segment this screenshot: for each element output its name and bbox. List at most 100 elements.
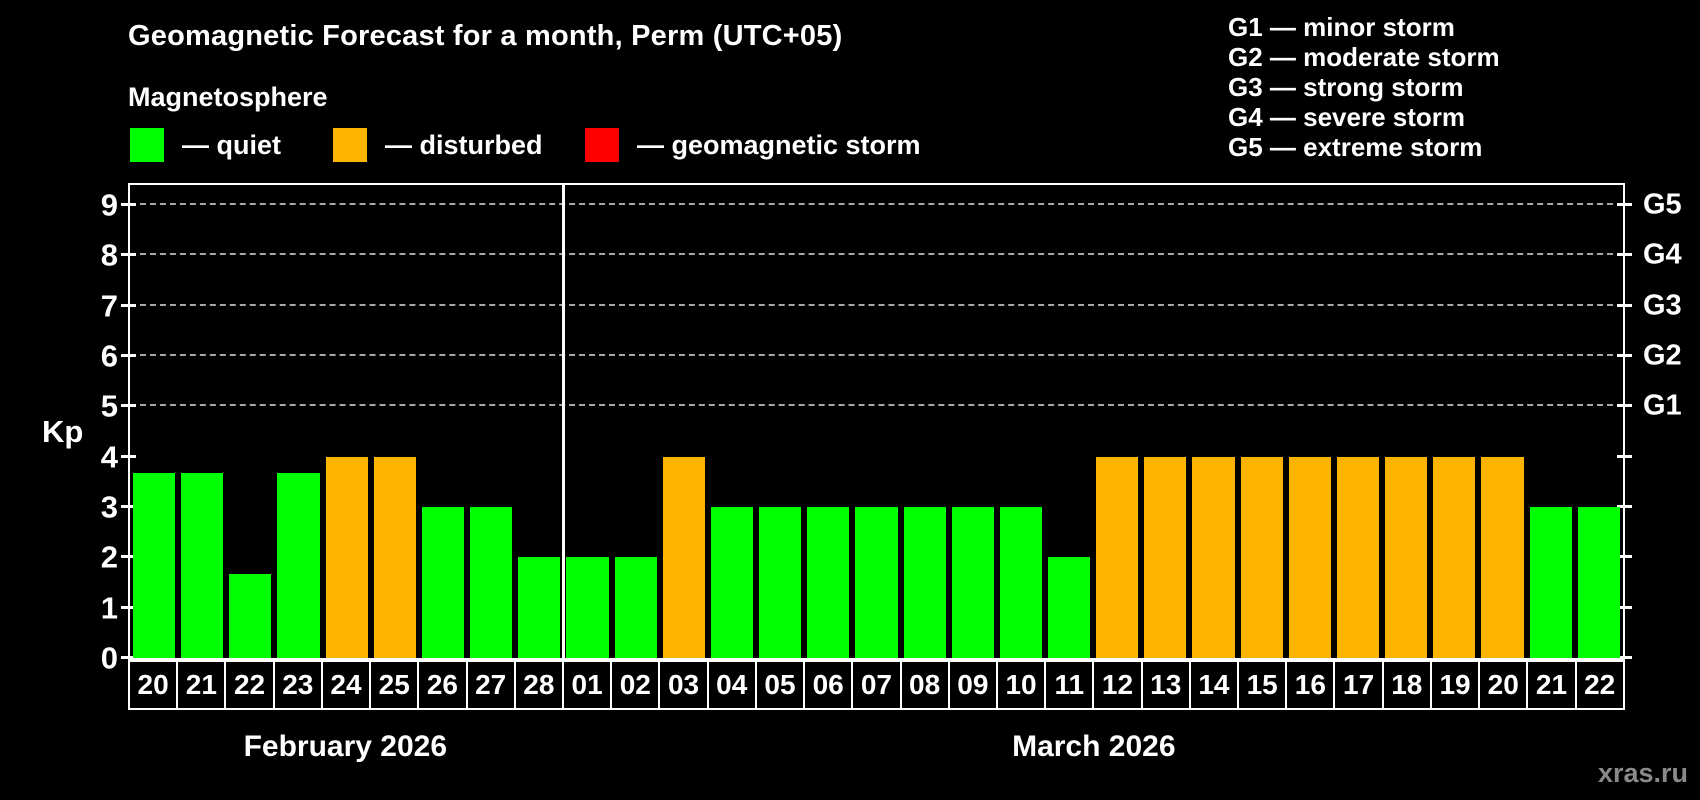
kp-tick-1-t-left bbox=[121, 605, 136, 609]
bar-column-day-06 bbox=[804, 185, 852, 658]
legend-item-disturbed: — disturbed bbox=[333, 128, 543, 162]
kp-tick-3-t-right bbox=[1617, 505, 1632, 509]
kp-tick-7-t-left bbox=[121, 303, 136, 307]
g-scale-label-g2: G2 bbox=[1643, 339, 1682, 372]
kp-tick-0-t-right bbox=[1617, 656, 1632, 659]
day-label: 14 bbox=[1188, 660, 1240, 710]
kp-tick-8-t-right bbox=[1617, 253, 1632, 257]
bar-column-day-13 bbox=[1141, 185, 1189, 658]
storm-scale-line-g1: G1 — minor storm bbox=[1228, 12, 1455, 42]
g-scale-label-g4: G4 bbox=[1643, 238, 1682, 271]
kp-bar bbox=[1481, 456, 1524, 658]
legend-label-quiet: — quiet bbox=[182, 129, 281, 160]
storm-scale-line-g3: G3 — strong storm bbox=[1228, 72, 1464, 102]
bar-column-day-14 bbox=[1189, 185, 1237, 658]
kp-bar bbox=[855, 507, 898, 658]
bars-container bbox=[130, 185, 1623, 658]
kp-tick-label-8: 8 bbox=[100, 237, 118, 273]
bar-column-day-10 bbox=[997, 185, 1045, 658]
bar-column-day-26 bbox=[419, 185, 467, 658]
bar-column-day-19 bbox=[1430, 185, 1478, 658]
day-label: 26 bbox=[417, 660, 468, 710]
kp-bar bbox=[1288, 456, 1331, 658]
kp-bar bbox=[1577, 507, 1620, 658]
kp-tick-1-t-right bbox=[1617, 605, 1632, 609]
day-label: 17 bbox=[1333, 660, 1384, 710]
bar-column-day-20 bbox=[130, 185, 178, 658]
magnetosphere-label: Magnetosphere bbox=[128, 82, 328, 112]
kp-tick-3-t-left bbox=[121, 505, 136, 509]
bar-column-day-25 bbox=[371, 185, 419, 658]
kp-bar bbox=[229, 573, 272, 658]
kp-tick-9-t-left bbox=[121, 203, 136, 207]
kp-bar bbox=[181, 473, 224, 658]
watermark: xras.ru bbox=[1597, 758, 1688, 788]
kp-tick-8-t-left bbox=[121, 253, 136, 257]
kp-bar bbox=[662, 456, 705, 658]
legend-item-geomagnetic-storm: — geomagnetic storm bbox=[585, 128, 921, 162]
kp-tick-4-t-right bbox=[1617, 454, 1632, 458]
kp-bar bbox=[614, 557, 657, 658]
month-label-2: March 2026 bbox=[1012, 730, 1176, 763]
day-label: 08 bbox=[899, 660, 950, 710]
geomagnetic-storm-swatch-icon bbox=[585, 128, 619, 162]
chart-title: Geomagnetic Forecast for a month, Perm (… bbox=[128, 20, 843, 52]
kp-bar bbox=[566, 557, 609, 658]
kp-bar bbox=[1529, 507, 1572, 658]
day-label: 15 bbox=[1237, 660, 1288, 710]
kp-bar bbox=[1192, 456, 1235, 658]
bar-column-day-21 bbox=[1527, 185, 1575, 658]
kp-tick-label-4: 4 bbox=[100, 439, 118, 475]
bar-column-day-04 bbox=[708, 185, 756, 658]
kp-bar bbox=[421, 507, 465, 658]
storm-scale-line-g4: G4 — severe storm bbox=[1228, 102, 1466, 132]
g-scale-label-g3: G3 bbox=[1643, 289, 1682, 322]
kp-tick-7-t-right bbox=[1617, 303, 1632, 307]
quiet-swatch-icon bbox=[130, 128, 164, 162]
day-label: 24 bbox=[320, 660, 372, 710]
day-label: 22 bbox=[224, 660, 275, 710]
kp-tick-label-5: 5 bbox=[100, 388, 118, 424]
kp-tick-9-t-right bbox=[1617, 203, 1632, 207]
day-label: 11 bbox=[1044, 660, 1095, 710]
day-label: 09 bbox=[947, 660, 998, 710]
day-label: 23 bbox=[272, 660, 323, 710]
x-axis-day-labels: 20 21 22 23 24 25 26 27 28 01 02 03 04 05 06 07 08 09 10 11… bbox=[128, 660, 1625, 710]
day-label: 20 bbox=[128, 660, 179, 710]
kp-tick-2-t-right bbox=[1617, 555, 1632, 559]
bar-column-day-27 bbox=[467, 185, 515, 658]
kp-tick-6-t-left bbox=[121, 354, 136, 358]
kp-bar bbox=[1144, 456, 1187, 658]
kp-bar bbox=[518, 557, 561, 658]
legend-item-quiet: — quiet bbox=[130, 128, 281, 162]
bar-column-day-05 bbox=[756, 185, 804, 658]
bar-column-day-11 bbox=[1045, 185, 1093, 658]
kp-bar bbox=[1096, 456, 1139, 658]
kp-tick-label-9: 9 bbox=[100, 187, 118, 223]
gridline-kp6 bbox=[130, 354, 1623, 357]
bar-column-day-20 bbox=[1478, 185, 1526, 658]
day-label: 04 bbox=[706, 660, 757, 710]
kp-bar bbox=[951, 507, 994, 658]
bar-column-day-24 bbox=[323, 185, 371, 658]
bar-column-day-12 bbox=[1093, 185, 1141, 658]
bar-column-day-23 bbox=[274, 185, 322, 658]
day-label: 28 bbox=[513, 660, 564, 710]
kp-tick-5-t-right bbox=[1617, 404, 1632, 408]
kp-tick-5-t-left bbox=[121, 404, 136, 408]
plot-area: G1 G2 G3 G4 G5 0 1 2 3 4 5 6 7 8 9 bbox=[101, 183, 1682, 674]
bar-column-day-21 bbox=[178, 185, 226, 658]
kp-bar bbox=[470, 507, 513, 658]
kp-bar bbox=[903, 507, 946, 658]
day-label: 25 bbox=[369, 660, 420, 710]
storm-scale-line-g5: G5 — extreme storm bbox=[1228, 132, 1483, 162]
bar-column-day-08 bbox=[901, 185, 949, 658]
kp-tick-4-t-left bbox=[121, 454, 136, 458]
legend-label-disturbed: — disturbed bbox=[385, 129, 543, 160]
g-scale-label-g1: G1 bbox=[1643, 389, 1682, 422]
day-label: 18 bbox=[1381, 660, 1432, 710]
day-label: 27 bbox=[465, 660, 516, 710]
gridline-kp7 bbox=[130, 303, 1623, 306]
bar-column-day-28 bbox=[515, 185, 563, 658]
kp-tick-label-6: 6 bbox=[100, 338, 118, 374]
